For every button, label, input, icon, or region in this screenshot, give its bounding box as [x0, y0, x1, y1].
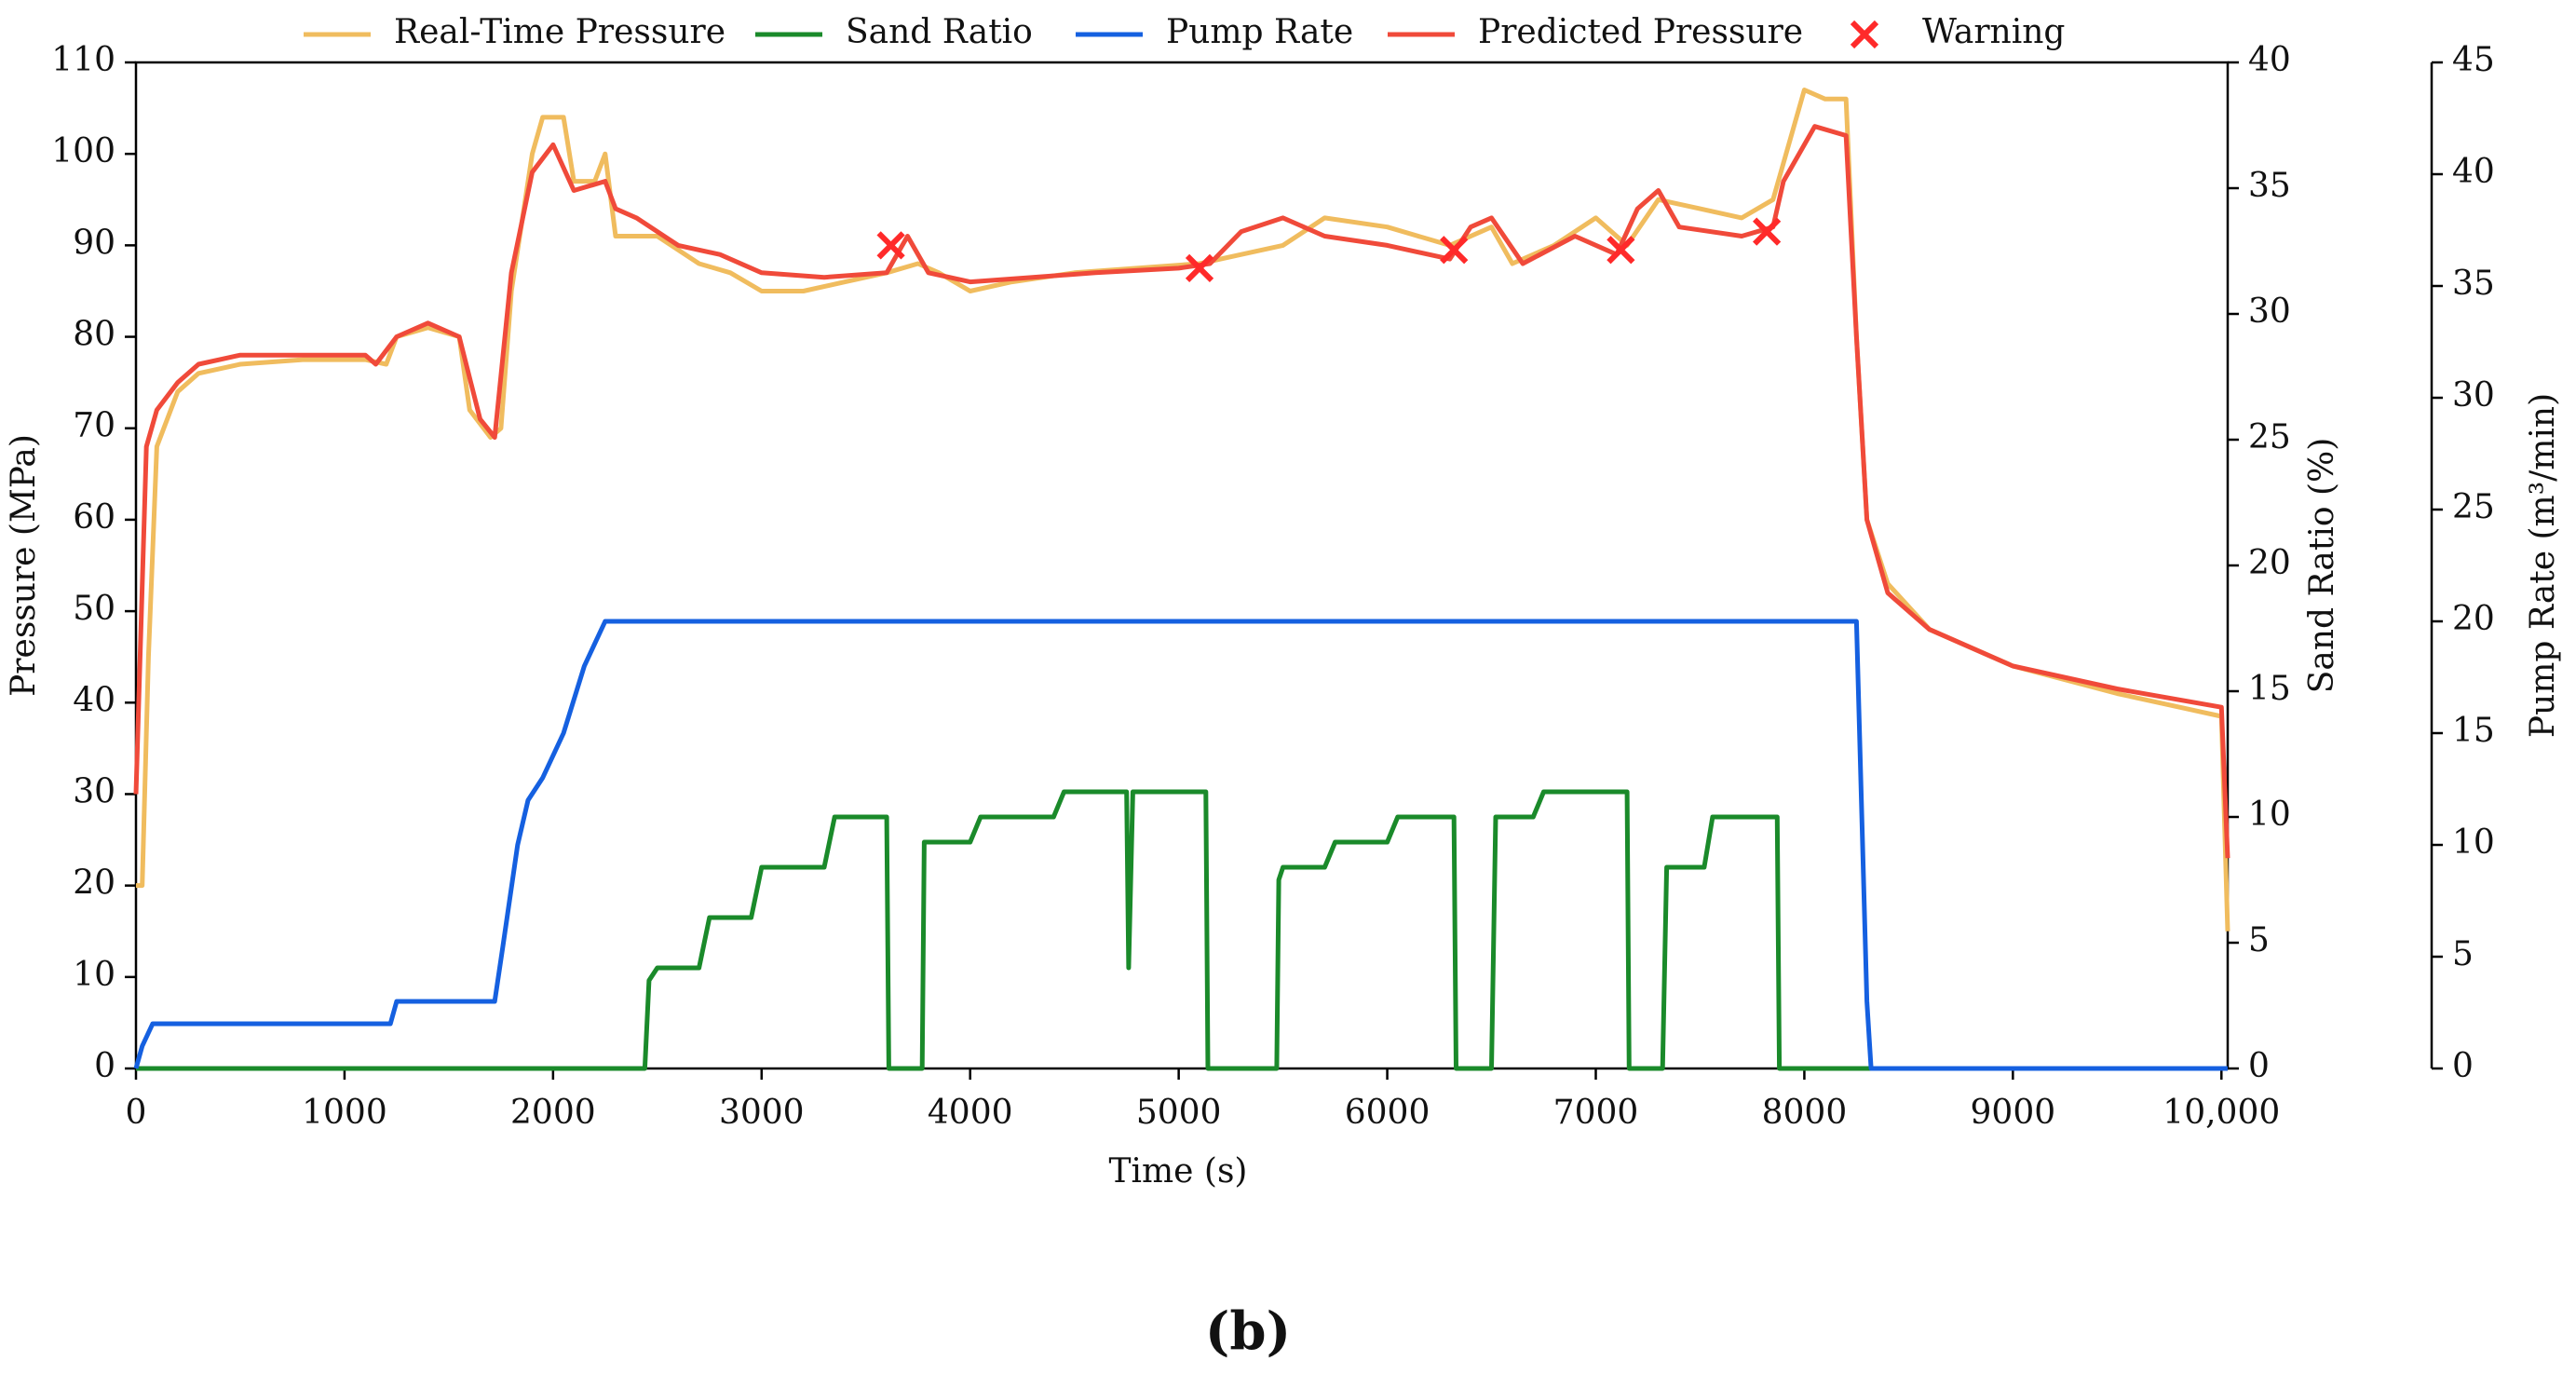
y3-tick-label: 0	[2452, 1047, 2474, 1085]
y-tick-label: 100	[51, 132, 115, 170]
series-line	[136, 789, 2228, 1071]
x-tick-label: 8000	[1762, 1094, 1848, 1132]
y3-tick-label: 25	[2452, 488, 2495, 526]
y3-tick-label: 40	[2452, 153, 2495, 191]
y3-tick-label: 10	[2452, 823, 2495, 862]
y-tick-label: 30	[73, 772, 115, 810]
y2-tick-label: 15	[2248, 670, 2291, 708]
y-tick-label: 90	[73, 224, 115, 262]
y2-tick-label: 35	[2248, 167, 2291, 205]
legend-label: Sand Ratio	[846, 13, 1033, 51]
legend-marker	[1850, 20, 1879, 49]
y-tick-label: 0	[94, 1047, 115, 1085]
legend-label: Pump Rate	[1166, 13, 1353, 51]
y-tick-label: 70	[73, 407, 115, 445]
caption: (b)	[1205, 1301, 1291, 1363]
x-tick-label: 5000	[1136, 1094, 1222, 1132]
y2-tick-label: 0	[2248, 1047, 2270, 1085]
y3-tick-label: 20	[2452, 600, 2495, 638]
x-tick-label: 4000	[928, 1094, 1013, 1132]
warning-marker	[1607, 236, 1635, 265]
x-tick-label: 7000	[1553, 1094, 1639, 1132]
series-line	[133, 124, 2230, 859]
y3-tick-label: 15	[2452, 712, 2495, 750]
warning-marker	[876, 231, 905, 260]
legend-label: Real-Time Pressure	[394, 13, 725, 51]
y3-axis-label: Pump Rate (m³/min)	[2524, 393, 2562, 738]
y3-tick-label: 45	[2452, 41, 2495, 79]
warning-marker	[1752, 217, 1782, 246]
y-tick-label: 40	[73, 681, 115, 719]
x-tick-label: 2000	[510, 1094, 596, 1132]
y2-tick-label: 10	[2248, 796, 2291, 834]
legend-label: Predicted Pressure	[1478, 13, 1803, 51]
x-tick-label: 1000	[302, 1094, 387, 1132]
x-tick-label: 0	[126, 1094, 147, 1132]
x-tick-label: 3000	[719, 1094, 805, 1132]
series-line	[133, 619, 2228, 1071]
y-axis-label: Pressure (MPa)	[5, 434, 43, 697]
y2-tick-label: 25	[2248, 418, 2291, 456]
warning-marker	[1440, 236, 1469, 265]
y3-tick-label: 30	[2452, 376, 2495, 415]
warning-marker	[1185, 253, 1214, 283]
y2-tick-label: 40	[2248, 41, 2291, 79]
y-tick-label: 50	[73, 590, 115, 628]
y-tick-label: 20	[73, 864, 115, 903]
y3-tick-label: 5	[2452, 935, 2474, 973]
legend-label: Warning	[1922, 13, 2065, 51]
y-tick-label: 110	[51, 41, 115, 79]
y-tick-label: 10	[73, 956, 115, 994]
y2-tick-label: 20	[2248, 544, 2291, 582]
x-axis-label: Time (s)	[1109, 1152, 1248, 1191]
y2-axis-label: Sand Ratio (%)	[2303, 438, 2341, 694]
x-tick-label: 6000	[1345, 1094, 1430, 1132]
y-tick-label: 60	[73, 498, 115, 537]
y2-tick-label: 30	[2248, 293, 2291, 331]
y2-tick-label: 5	[2248, 921, 2270, 959]
y3-tick-label: 35	[2452, 265, 2495, 303]
x-tick-label: 9000	[1971, 1094, 2056, 1132]
x-tick-label: 10,000	[2162, 1094, 2280, 1132]
y-tick-label: 80	[73, 316, 115, 354]
